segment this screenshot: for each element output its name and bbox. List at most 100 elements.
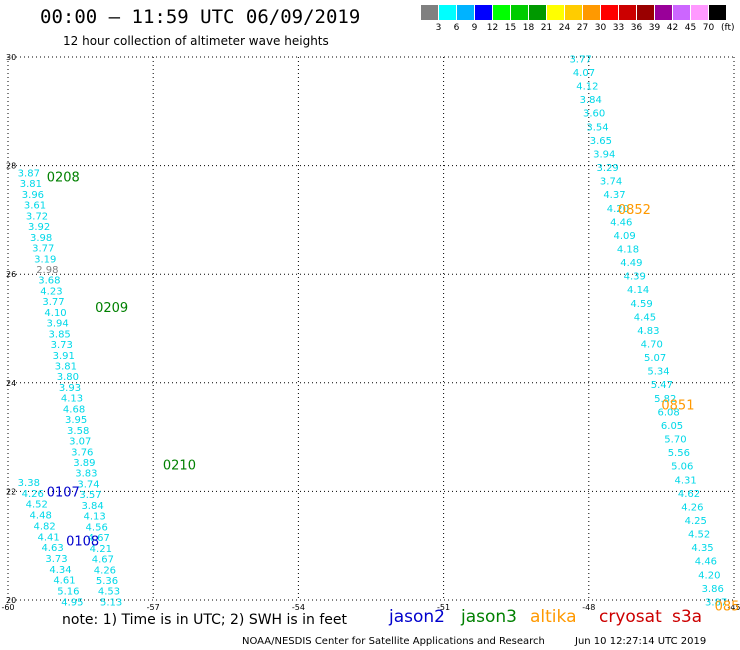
wave-height-label: 3.19 <box>34 254 56 265</box>
wave-height-label: 4.13 <box>84 512 106 523</box>
x-tick-label: -60 <box>1 603 14 612</box>
pass-time-label: 0850 <box>715 599 740 614</box>
legend-altika: altika <box>530 607 577 627</box>
scale-swatch <box>565 5 582 20</box>
wave-height-label: 4.26 <box>94 565 116 576</box>
x-tick-label: -57 <box>147 603 160 612</box>
pass-time-label: 0209 <box>95 301 128 316</box>
wave-height-label: 4.41 <box>37 532 59 543</box>
scale-label: 27 <box>576 23 589 33</box>
wave-height-label: 4.82 <box>34 521 56 532</box>
wave-height-label: 4.45 <box>634 312 656 323</box>
scale-label: 33 <box>612 23 625 33</box>
scale-label: 42 <box>666 23 679 33</box>
wave-height-label: 4.23 <box>40 286 62 297</box>
wave-height-label: 4.25 <box>685 516 707 527</box>
wave-height-label: 4.67 <box>92 555 114 566</box>
wave-height-label: 4.67 <box>88 533 110 544</box>
scale-label: 3 <box>435 23 442 33</box>
pass-time-label: 0107 <box>47 485 80 500</box>
wave-height-label: 4.09 <box>613 231 635 242</box>
wave-height-label: 3.80 <box>57 372 79 383</box>
wave-height-label: 4.37 <box>603 190 625 201</box>
wave-height-label: 4.61 <box>53 576 75 587</box>
pass-time-label: 0108 <box>66 534 99 549</box>
wave-height-label: 3.61 <box>24 201 46 212</box>
y-tick-label: 30 <box>6 53 16 62</box>
y-tick-label: 20 <box>6 596 16 605</box>
scale-swatch <box>583 5 600 20</box>
scale-unit: (ft) <box>721 23 735 33</box>
map-title: 00:00 – 11:59 UTC 06/09/2019 <box>40 6 361 28</box>
wave-height-label: 4.20 <box>698 570 720 581</box>
wave-height-label: 4.53 <box>98 587 120 598</box>
wave-height-label: 4.34 <box>49 565 71 576</box>
scale-label: 21 <box>540 23 553 33</box>
wave-height-label: 3.94 <box>46 319 68 330</box>
wave-height-label: 4.31 <box>674 475 696 486</box>
pass-time-label: 0210 <box>163 458 196 473</box>
legend-s3a: s3a <box>672 607 703 627</box>
scale-swatch <box>601 5 618 20</box>
wave-height-label: 4.70 <box>641 340 663 351</box>
scale-swatch <box>637 5 654 20</box>
scale-label: 36 <box>630 23 643 33</box>
wave-height-label: 3.76 <box>71 447 93 458</box>
wave-height-label: 3.38 <box>18 478 40 489</box>
wave-height-label: 3.92 <box>28 222 50 233</box>
legend-jason3: jason3 <box>461 607 517 627</box>
wave-height-label: 3.29 <box>597 163 619 174</box>
wave-height-label: 4.39 <box>624 272 646 283</box>
y-tick-label: 26 <box>6 270 16 279</box>
wave-height-label: 3.87 <box>705 597 727 608</box>
wave-height-label: 4.56 <box>86 522 108 533</box>
wave-height-label: 4.10 <box>44 308 66 319</box>
wave-height-label: 4.12 <box>576 82 598 93</box>
x-tick-label: -48 <box>582 603 595 612</box>
wave-height-label: 3.84 <box>81 501 103 512</box>
x-tick-label: -54 <box>292 603 305 612</box>
scale-swatch <box>475 5 492 20</box>
wave-height-label: 3.77 <box>569 54 591 65</box>
wave-height-label: 3.72 <box>26 211 48 222</box>
pass-time-label: 0851 <box>661 399 694 414</box>
wave-height-label: 4.49 <box>620 258 642 269</box>
wave-height-label: 4.26 <box>22 489 44 500</box>
wave-height-label: 5.70 <box>664 435 686 446</box>
scale-label: 18 <box>522 23 535 33</box>
y-tick-label: 28 <box>6 162 16 171</box>
wave-height-label: 3.98 <box>30 233 52 244</box>
wave-height-label: 5.34 <box>647 367 669 378</box>
wave-height-label: 5.07 <box>644 353 666 364</box>
wave-height-label: 4.95 <box>61 597 83 608</box>
footer-note: note: 1) Time is in UTC; 2) SWH is in fe… <box>62 612 348 628</box>
wave-height-label: 4.59 <box>630 299 652 310</box>
scale-swatch <box>673 5 690 20</box>
wave-height-label: 5.16 <box>57 587 79 598</box>
wave-height-label: 3.68 <box>38 276 60 287</box>
scale-swatch <box>493 5 510 20</box>
wave-height-label: 3.81 <box>20 179 42 190</box>
scale-swatch <box>709 5 726 20</box>
pass-time-label: 0852 <box>618 203 651 218</box>
scale-label: 70 <box>702 23 715 33</box>
wave-height-label: 3.87 <box>18 168 40 179</box>
wave-height-label: 3.89 <box>73 458 95 469</box>
wave-height-label: 4.18 <box>617 244 639 255</box>
y-tick-label: 24 <box>6 379 16 388</box>
wave-height-label: 4.52 <box>688 530 710 541</box>
wave-height-label: 4.35 <box>691 543 713 554</box>
wave-height-label: 5.06 <box>671 462 693 473</box>
wave-height-label: 4.52 <box>26 500 48 511</box>
wave-height-label: 3.77 <box>32 244 54 255</box>
credit-text: NOAA/NESDIS Center for Satellite Applica… <box>242 636 545 647</box>
scale-label: 24 <box>558 23 571 33</box>
wave-height-label: 3.73 <box>51 340 73 351</box>
scale-swatch <box>529 5 546 20</box>
wave-height-label: 5.36 <box>96 576 118 587</box>
scale-swatch <box>457 5 474 20</box>
wave-height-label: 4.83 <box>637 326 659 337</box>
scale-swatch <box>619 5 636 20</box>
scale-label: 39 <box>648 23 661 33</box>
